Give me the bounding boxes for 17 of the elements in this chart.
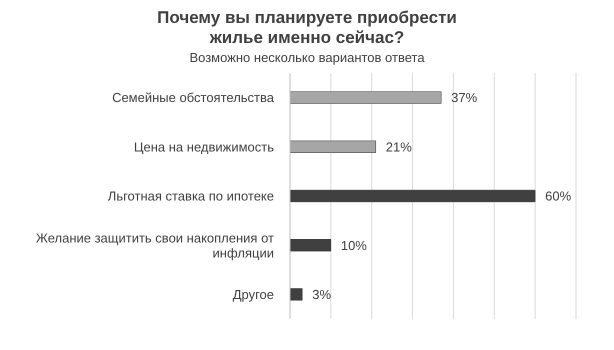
data-label: 21%	[386, 139, 412, 154]
y-tick-label: Другое	[232, 286, 274, 302]
bar	[290, 140, 376, 153]
y-tick-label: Цена на недвижимость	[134, 139, 274, 154]
chart-subtitle: Возможно несколько вариантов ответа	[188, 50, 426, 65]
data-label: 10%	[340, 238, 368, 253]
bar	[290, 190, 536, 202]
bar	[290, 239, 332, 252]
bar	[290, 91, 442, 104]
data-label: 37%	[451, 90, 478, 106]
y-tick-label: Желание защитить свои накопления от инфляции	[36, 230, 274, 260]
data-label: 3%	[312, 287, 332, 302]
bar	[290, 288, 303, 301]
chart-title: Почему вы планируете приобрести жилье именно сейчас?	[156, 8, 458, 48]
data-label: 60%	[545, 188, 572, 204]
y-tick-label: Семейные обстоятельства	[112, 90, 275, 106]
y-tick-label: Льготная ставка по ипотеке	[108, 188, 274, 204]
